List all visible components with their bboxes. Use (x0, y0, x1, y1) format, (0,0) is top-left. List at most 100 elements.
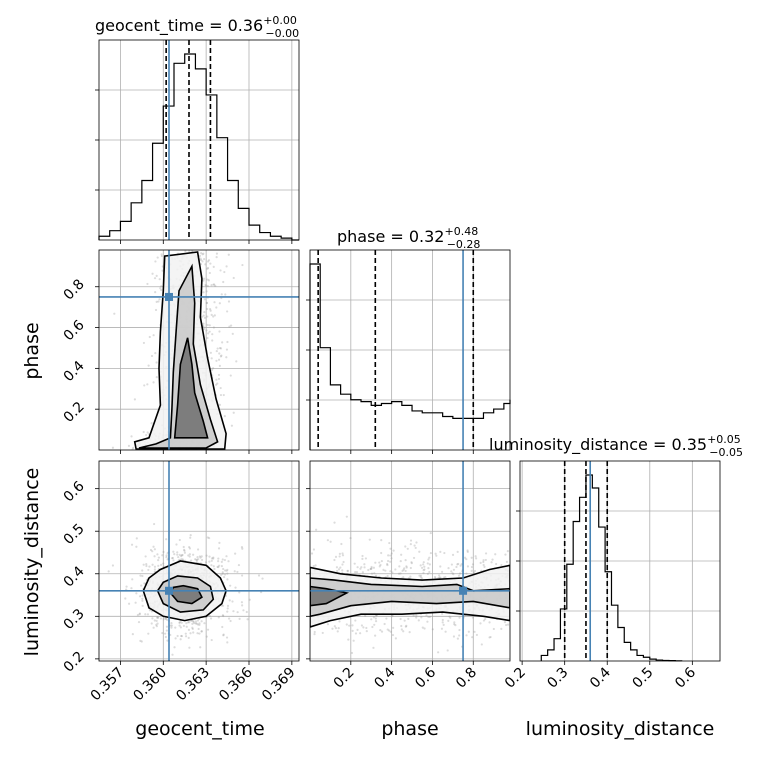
scatter-point (131, 633, 134, 636)
scatter-point (165, 618, 169, 621)
panel-phase_vs_geocent_time (98, 249, 300, 451)
scatter-point (146, 282, 149, 286)
scatter-point (336, 630, 339, 633)
x-tick-label: 0.2 (331, 665, 358, 692)
scatter-point (210, 357, 213, 360)
x-tick-label: 0.4 (587, 664, 614, 691)
scatter-point (213, 301, 216, 304)
scatter-point (491, 558, 494, 561)
scatter-point (166, 552, 169, 555)
scatter-point (226, 604, 230, 607)
scatter-point (420, 616, 423, 619)
scatter-point (226, 641, 229, 644)
scatter-point (259, 591, 263, 594)
scatter-point (205, 329, 208, 332)
panel-frame (98, 249, 300, 451)
scatter-point (170, 626, 173, 629)
scatter-point (172, 559, 175, 562)
scatter-point (185, 622, 188, 625)
scatter-point (423, 627, 426, 630)
scatter-point (158, 298, 161, 301)
scatter-point (200, 630, 203, 633)
scatter-point (482, 563, 485, 567)
scatter-point (209, 262, 212, 265)
scatter-point (206, 336, 209, 340)
scatter-point (440, 570, 444, 574)
scatter-point (206, 284, 210, 288)
scatter-point (452, 573, 455, 576)
scatter-point (363, 566, 366, 569)
scatter-point (196, 548, 200, 551)
scatter-point (372, 646, 375, 649)
scatter-point (161, 554, 164, 557)
scatter-point (386, 562, 389, 566)
scatter-point (155, 625, 158, 628)
scatter-point (422, 561, 425, 564)
scatter-point (156, 256, 159, 259)
scatter-point (438, 574, 441, 577)
scatter-point (370, 618, 373, 621)
x-tick-label: 0.5 (630, 665, 657, 692)
scatter-point (148, 609, 152, 612)
scatter-point (135, 592, 138, 595)
scatter-point (361, 554, 364, 558)
scatter-point (160, 254, 163, 258)
scatter-point (466, 550, 469, 554)
scatter-point (431, 628, 434, 631)
scatter-point (174, 637, 177, 640)
scatter-point (206, 307, 209, 311)
scatter-point (195, 559, 199, 562)
scatter-point (226, 578, 229, 581)
scatter-point (475, 557, 478, 560)
scatter-point (442, 623, 445, 626)
scatter-point (193, 621, 196, 625)
scatter-point (180, 555, 183, 558)
scatter-point (500, 563, 503, 567)
scatter-point (504, 623, 508, 627)
scatter-point (222, 634, 225, 637)
scatter-point (150, 354, 154, 358)
scatter-point (380, 559, 383, 563)
scatter-point (351, 624, 354, 627)
panel-grid (310, 461, 510, 661)
scatter-point (392, 626, 395, 629)
scatter-point (198, 555, 201, 558)
scatter-point (370, 567, 373, 570)
scatter-point (245, 610, 248, 614)
scatter-point (326, 539, 329, 542)
scatter-point (111, 564, 115, 567)
scatter-point (202, 279, 205, 282)
scatter-point (238, 617, 241, 620)
scatter-point (210, 638, 213, 642)
scatter-point (198, 623, 201, 626)
scatter-point (427, 615, 430, 618)
scatter-point (388, 629, 391, 632)
scatter-point (195, 558, 198, 561)
scatter-point (131, 448, 134, 450)
scatter-point (180, 634, 183, 638)
scatter-point (200, 555, 203, 558)
scatter-point (315, 528, 318, 531)
scatter-point (428, 563, 431, 566)
scatter-point (200, 620, 203, 623)
scatter-point (164, 635, 167, 639)
scatter-point (194, 622, 197, 625)
scatter-point (369, 567, 372, 571)
scatter-point (440, 627, 444, 630)
scatter-point (394, 568, 397, 571)
scatter-point (492, 627, 495, 631)
scatter-point (127, 444, 131, 447)
scatter-point (217, 547, 221, 550)
scatter-point (356, 566, 359, 569)
scatter-point (441, 618, 444, 622)
scatter-point (144, 613, 147, 616)
scatter-point (475, 633, 479, 637)
scatter-point (173, 553, 176, 556)
scatter-point (356, 628, 359, 631)
scatter-point (157, 564, 160, 567)
scatter-point (329, 540, 332, 543)
scatter-point (490, 561, 493, 564)
scatter-point (246, 618, 249, 621)
scatter-point (401, 569, 404, 573)
panel-frame (98, 460, 300, 662)
